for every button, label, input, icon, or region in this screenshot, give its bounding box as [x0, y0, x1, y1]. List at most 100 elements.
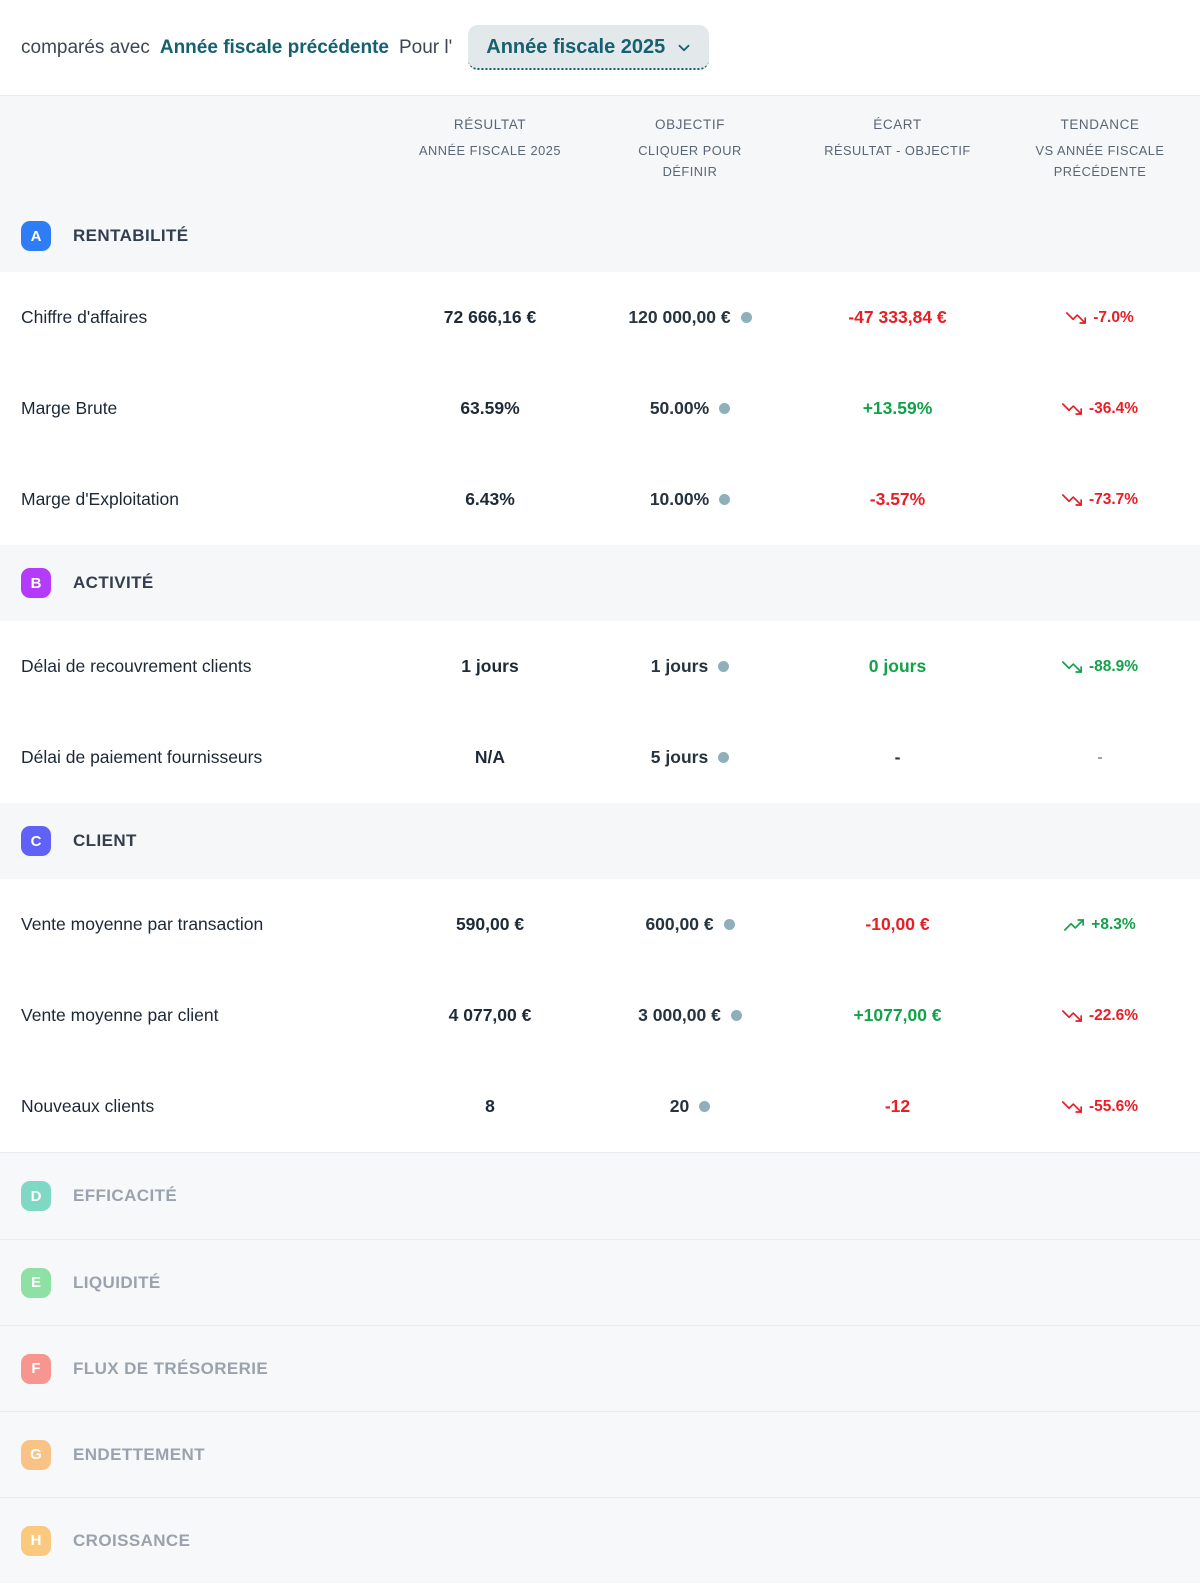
kpi-trend: +8.3%: [1000, 915, 1200, 935]
objective-dot-icon: [723, 919, 735, 930]
kpi-gap: -12: [884, 1096, 911, 1116]
kpi-result: 1 jours: [461, 656, 519, 676]
objective-value: 5 jours: [650, 747, 709, 767]
fiscal-year-selector[interactable]: Année fiscale 2025: [468, 25, 710, 70]
kpi-gap: -10,00 €: [865, 914, 930, 934]
comparison-prefix-text: comparés avec: [21, 36, 150, 58]
trend-value: -7.0%: [1093, 308, 1134, 326]
trend-value: -: [1097, 748, 1103, 766]
kpi-gap: +1077,00 €: [853, 1005, 942, 1025]
section-badge: F: [21, 1353, 51, 1384]
kpi-gap: -3.57%: [869, 489, 926, 509]
trend-value: -55.6%: [1088, 1097, 1139, 1115]
kpi-row: Délai de recouvrement clients 1 jours 1 …: [0, 621, 1200, 712]
kpi-trend: -7.0%: [1000, 308, 1200, 328]
trend-value: -22.6%: [1088, 1006, 1139, 1024]
objective-dot-icon: [719, 403, 731, 414]
section-header-activite[interactable]: B ACTIVITÉ: [0, 545, 1200, 621]
trending-down-icon: [1061, 402, 1082, 415]
trend-value: -36.4%: [1088, 399, 1139, 417]
trend-value: -88.9%: [1088, 657, 1139, 675]
kpi-objective[interactable]: 5 jours: [585, 747, 795, 768]
column-headers: RÉSULTAT ANNÉE FISCALE 2025 OBJECTIF CLI…: [0, 96, 1200, 200]
kpi-trend: -88.9%: [1000, 657, 1200, 677]
fiscal-year-selector-label: Année fiscale 2025: [486, 36, 666, 58]
section-badge: G: [21, 1439, 51, 1470]
section-header-endettement[interactable]: G ENDETTEMENT: [0, 1411, 1200, 1497]
kpi-label: Délai de recouvrement clients: [21, 656, 252, 676]
section-header-efficacite[interactable]: D EFFICACITÉ: [0, 1153, 1200, 1239]
kpi-row: Marge Brute 63.59% 50.00% +13.59% -36.4%: [0, 363, 1200, 454]
trending-down-icon: [1066, 311, 1087, 324]
section-header-flux-de-tresorerie[interactable]: F FLUX DE TRÉSORERIE: [0, 1325, 1200, 1411]
kpi-label: Marge Brute: [21, 398, 118, 418]
objective-value: 20: [669, 1096, 690, 1116]
column-header-trend: TENDANCE VS ANNÉE FISCALE PRÉCÉDENTE: [1035, 117, 1165, 180]
kpi-gap: -: [894, 747, 901, 767]
section-badge: H: [21, 1525, 51, 1556]
section-badge: E: [21, 1267, 51, 1298]
kpi-label: Vente moyenne par transaction: [21, 914, 264, 934]
trending-down-icon: [1061, 1100, 1082, 1113]
objective-dot-icon: [718, 661, 730, 672]
table-header-block: RÉSULTAT ANNÉE FISCALE 2025 OBJECTIF CLI…: [0, 96, 1200, 272]
kpi-objective[interactable]: 3 000,00 €: [585, 1005, 795, 1026]
objective-dot-icon: [719, 494, 731, 505]
objective-value: 120 000,00 €: [628, 307, 731, 327]
section-badge: B: [21, 568, 51, 598]
comparison-period-link[interactable]: Année fiscale précédente: [159, 36, 389, 58]
trend-value: +8.3%: [1091, 915, 1136, 933]
objective-dot-icon: [699, 1101, 711, 1112]
section-title: EFFICACITÉ: [73, 1186, 178, 1205]
section-header-client[interactable]: C CLIENT: [0, 803, 1200, 879]
kpi-label: Vente moyenne par client: [21, 1005, 219, 1025]
kpi-result: 72 666,16 €: [443, 307, 537, 327]
kpi-objective[interactable]: 1 jours: [585, 656, 795, 677]
section-title: FLUX DE TRÉSORERIE: [73, 1358, 269, 1378]
objective-value: 1 jours: [650, 656, 709, 676]
section-title: LIQUIDITÉ: [73, 1272, 161, 1292]
objective-dot-icon: [740, 312, 752, 323]
section-header-rentabilite[interactable]: A RENTABILITÉ: [0, 200, 1200, 272]
kpi-objective[interactable]: 120 000,00 €: [585, 307, 795, 328]
kpi-label: Chiffre d'affaires: [21, 307, 148, 327]
objective-value: 600,00 €: [645, 914, 714, 934]
comparison-toolbar: comparés avec Année fiscale précédente P…: [0, 0, 1200, 96]
section-title: ENDETTEMENT: [73, 1444, 205, 1464]
kpi-objective[interactable]: 600,00 €: [585, 914, 795, 935]
section-badge: A: [21, 221, 51, 251]
kpi-trend: -73.7%: [1000, 490, 1200, 510]
kpi-result: 63.59%: [460, 398, 520, 418]
section-header-liquidite[interactable]: E LIQUIDITÉ: [0, 1239, 1200, 1325]
trend-value: -73.7%: [1088, 490, 1139, 508]
objective-value: 3 000,00 €: [638, 1005, 721, 1025]
objective-value: 10.00%: [649, 489, 710, 509]
kpi-result: 590,00 €: [455, 914, 525, 934]
kpi-label: Marge d'Exploitation: [21, 489, 180, 509]
trending-down-icon: [1061, 1009, 1082, 1022]
chevron-down-icon: [678, 44, 690, 51]
section-header-croissance[interactable]: H CROISSANCE: [0, 1497, 1200, 1583]
kpi-row: Marge d'Exploitation 6.43% 10.00% -3.57%…: [0, 454, 1200, 545]
kpi-objective[interactable]: 10.00%: [585, 489, 795, 510]
kpi-trend: -36.4%: [1000, 399, 1200, 419]
trending-down-icon: [1061, 493, 1082, 506]
kpi-row: Vente moyenne par client 4 077,00 € 3 00…: [0, 970, 1200, 1061]
section-title: CROISSANCE: [73, 1530, 191, 1550]
trending-up-icon: [1064, 918, 1085, 931]
kpi-row: Délai de paiement fournisseurs N/A 5 jou…: [0, 712, 1200, 803]
kpi-trend: -: [1000, 749, 1200, 767]
section-title: RENTABILITÉ: [73, 226, 189, 245]
objective-dot-icon: [730, 1010, 742, 1021]
kpi-label: Délai de paiement fournisseurs: [21, 747, 263, 767]
kpi-row: Vente moyenne par transaction 590,00 € 6…: [0, 879, 1200, 970]
kpi-objective[interactable]: 50.00%: [585, 398, 795, 419]
section-title: ACTIVITÉ: [73, 573, 154, 592]
kpi-result: 8: [485, 1096, 495, 1116]
kpi-label: Nouveaux clients: [21, 1096, 155, 1116]
comparison-infix-text: Pour l': [399, 36, 453, 58]
column-header-objective: OBJECTIF CLIQUER POUR DÉFINIR: [638, 117, 742, 180]
kpi-row: Nouveaux clients 8 20 -12 -55.6%: [0, 1061, 1200, 1152]
column-header-gap: ÉCART RÉSULTAT - OBJECTIF: [824, 117, 971, 158]
kpi-objective[interactable]: 20: [585, 1096, 795, 1117]
